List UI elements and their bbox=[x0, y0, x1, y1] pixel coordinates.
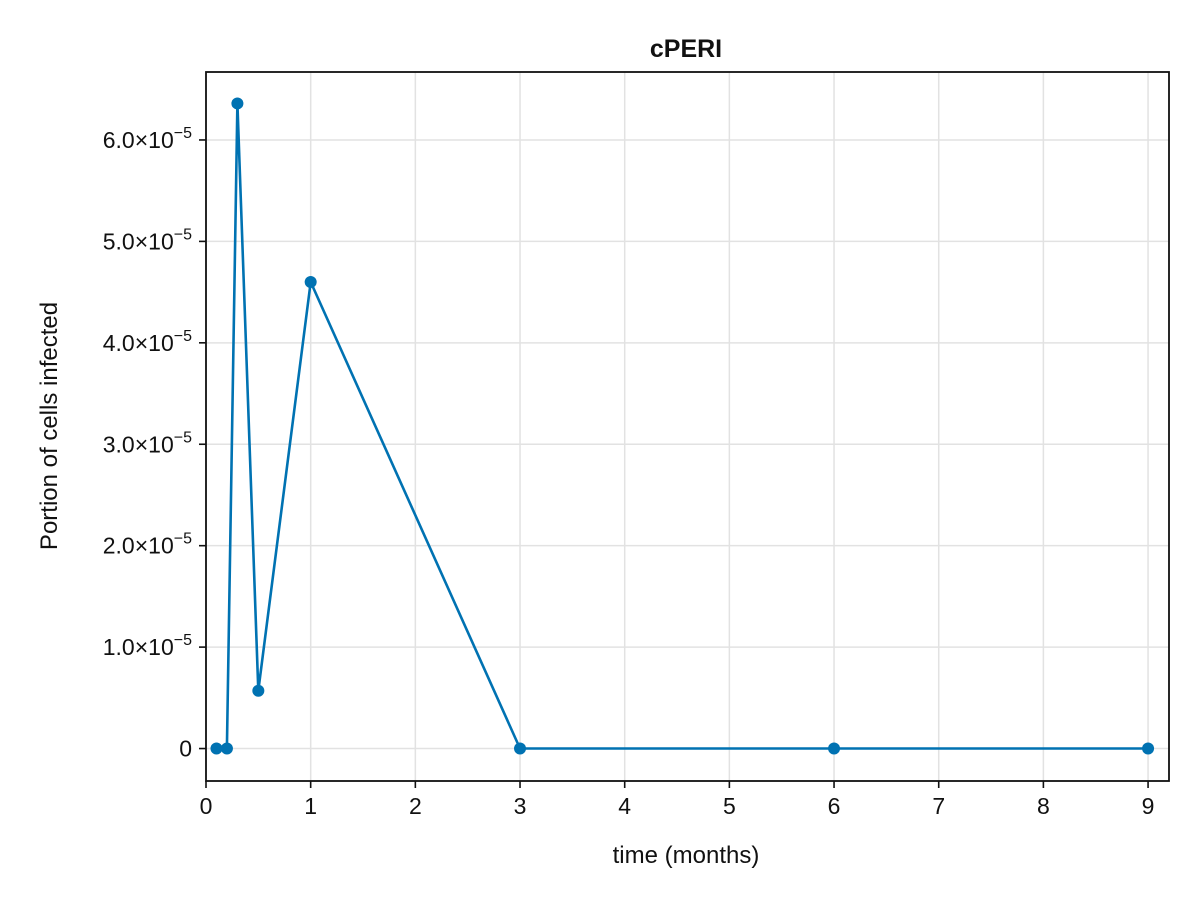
x-tick-label: 5 bbox=[723, 793, 736, 819]
y-tick-label: 0 bbox=[179, 736, 192, 762]
y-tick-exponent: −5 bbox=[174, 226, 192, 243]
x-tick-label: 9 bbox=[1142, 793, 1155, 819]
y-tick-label: 2.0×10−5 bbox=[103, 531, 192, 559]
y-tick-mantissa: 0 bbox=[179, 736, 192, 762]
y-tick-mantissa: 6.0×10 bbox=[103, 127, 174, 153]
y-tick-label: 1.0×10−5 bbox=[103, 632, 192, 660]
y-tick-exponent: −5 bbox=[174, 125, 192, 142]
x-tick-label: 0 bbox=[200, 793, 213, 819]
x-tick-label: 1 bbox=[304, 793, 317, 819]
x-tick-label: 2 bbox=[409, 793, 422, 819]
y-tick-label: 5.0×10−5 bbox=[103, 226, 192, 254]
data-point bbox=[231, 97, 244, 110]
x-tick-label: 8 bbox=[1037, 793, 1050, 819]
y-tick-exponent: −5 bbox=[174, 429, 192, 446]
data-point bbox=[210, 742, 223, 755]
y-tick-mantissa: 5.0×10 bbox=[103, 228, 174, 254]
data-point bbox=[1142, 742, 1155, 755]
x-tick-label: 4 bbox=[618, 793, 631, 819]
series-layer bbox=[210, 97, 1155, 755]
y-tick-mantissa: 1.0×10 bbox=[103, 634, 174, 660]
y-tick-mantissa: 2.0×10 bbox=[103, 533, 174, 559]
x-axis-label: time (months) bbox=[613, 842, 760, 869]
axis-ticks: 0 1 2 3 4 5 6 7 8 901.0×10−52.0×10−53.0×10−54.0×1… bbox=[103, 125, 1155, 819]
data-point bbox=[514, 742, 527, 755]
y-tick-exponent: −5 bbox=[174, 632, 192, 649]
y-tick-mantissa: 4.0×10 bbox=[103, 330, 174, 356]
y-tick-exponent: −5 bbox=[174, 531, 192, 548]
x-tick-label: 3 bbox=[514, 793, 527, 819]
y-axis-label: Portion of cells infected bbox=[36, 302, 63, 550]
plot-frame bbox=[205, 71, 1170, 782]
y-tick-label: 3.0×10−5 bbox=[103, 429, 192, 457]
data-point bbox=[828, 742, 841, 755]
x-tick-label: 7 bbox=[932, 793, 945, 819]
data-point bbox=[252, 684, 265, 697]
y-tick-exponent: −5 bbox=[174, 328, 192, 345]
y-tick-mantissa: 3.0×10 bbox=[103, 431, 174, 457]
y-tick-label: 4.0×10−5 bbox=[103, 328, 192, 356]
x-tick-label: 6 bbox=[828, 793, 841, 819]
grid-lines bbox=[205, 72, 1169, 781]
series-line bbox=[216, 102, 1149, 750]
chart-title: cPERI bbox=[650, 35, 722, 63]
data-point bbox=[220, 742, 233, 755]
data-point bbox=[304, 275, 317, 288]
y-tick-label: 6.0×10−5 bbox=[103, 125, 192, 153]
